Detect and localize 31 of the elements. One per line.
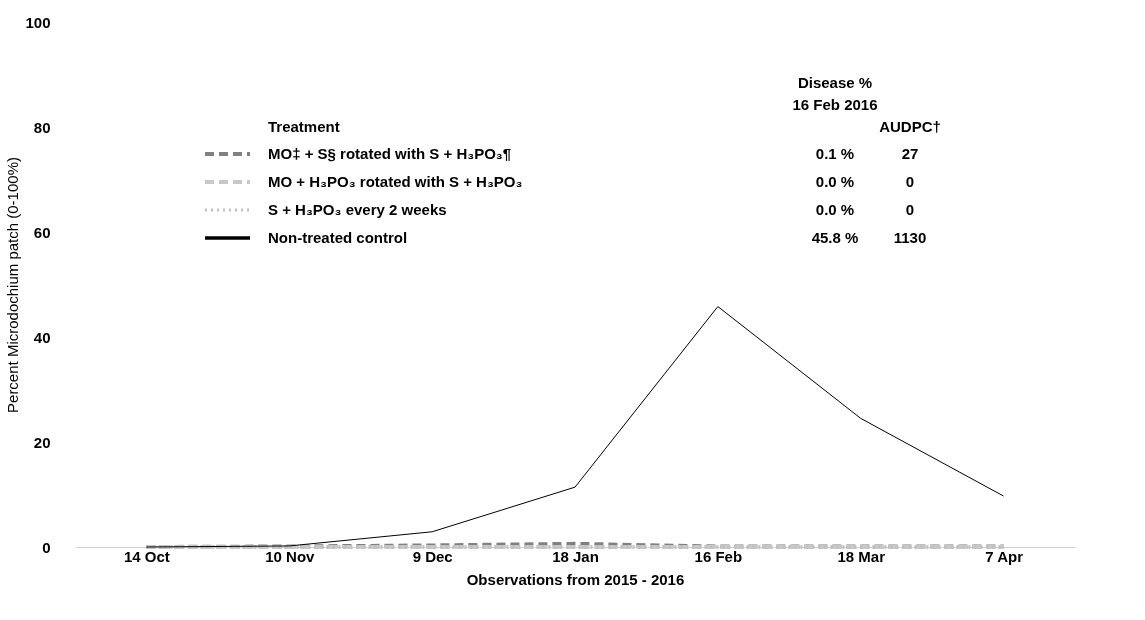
annotation: 45.8 % xyxy=(811,229,859,246)
annotation: 0.1 % xyxy=(815,145,855,162)
legend-label: MO‡ + S§ rotated with S + H₃PO₃¶ xyxy=(268,145,512,162)
y-tick-label: 80 xyxy=(33,118,51,136)
x-tick-label: 16 Feb xyxy=(694,547,743,565)
annotation: Disease % xyxy=(797,74,873,91)
legend-label: MO + H₃PO₃ rotated with S + H₃PO₃ xyxy=(268,173,523,190)
y-axis-title: Percent Microdochium patch (0-100%) xyxy=(4,157,22,413)
x-tick-label: 18 Jan xyxy=(552,547,599,565)
legend-label: S + H₃PO₃ every 2 weeks xyxy=(268,201,447,218)
x-tick-label: 14 Oct xyxy=(124,547,170,565)
y-tick-label: 100 xyxy=(25,13,51,31)
annotation: 0 xyxy=(905,201,915,218)
x-axis-title: Observations from 2015 - 2016 xyxy=(466,570,685,588)
legend-label: Non-treated control xyxy=(268,229,408,246)
annotation: 1130 xyxy=(893,229,927,246)
annotation: 0 xyxy=(905,173,915,190)
annotation: 16 Feb 2016 xyxy=(792,96,878,113)
y-tick-label: 40 xyxy=(33,328,51,346)
x-tick-label: 7 Apr xyxy=(985,547,1024,565)
y-tick-label: 0 xyxy=(42,538,51,556)
legend-title: Treatment xyxy=(268,118,340,135)
x-tick-label: 9 Dec xyxy=(412,547,453,565)
annotation: 27 xyxy=(901,145,919,162)
annotation: AUDPC† xyxy=(879,118,941,135)
y-tick-label: 20 xyxy=(33,433,51,451)
x-tick-label: 10 Nov xyxy=(265,547,316,565)
y-tick-label: 60 xyxy=(33,223,51,241)
annotation: 0.0 % xyxy=(815,201,855,218)
annotation: 0.0 % xyxy=(815,173,855,190)
x-tick-label: 18 Mar xyxy=(837,547,886,565)
